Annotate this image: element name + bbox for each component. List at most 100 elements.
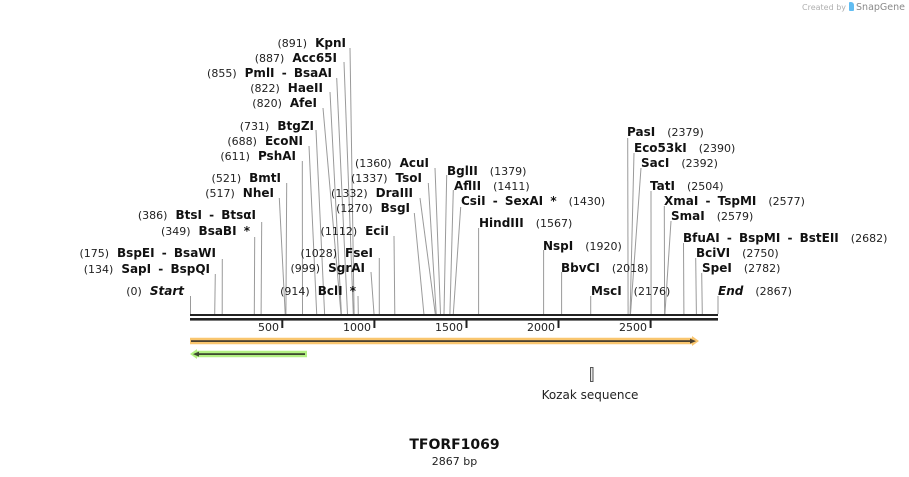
tick-2000 <box>557 320 560 328</box>
enzyme-name: AcuI <box>399 156 429 170</box>
site-position: (855) <box>207 67 237 80</box>
site-line-sapi <box>214 273 216 315</box>
tick-label-500: 500 <box>258 321 279 334</box>
enzyme-name: BglII <box>447 164 478 178</box>
feature-forward-arrow[interactable] <box>190 336 699 346</box>
enzyme-name: AfeI <box>289 96 317 110</box>
site-label-sgrai[interactable]: (999) SgrAI <box>291 260 366 275</box>
site-label-bcli[interactable]: (914) BclI * <box>280 283 356 298</box>
site-label-nhei[interactable]: (517) NheI <box>205 185 274 200</box>
site-label-econi[interactable]: (688) EcoNI <box>227 133 303 148</box>
site-leader-lines <box>190 47 719 315</box>
site-position: (386) <box>137 209 168 222</box>
tick-500 <box>281 320 284 328</box>
site-label-hindiii[interactable]: HindIII (1567) <box>479 215 572 230</box>
site-label-haeii[interactable]: (822) HaeII <box>250 80 323 95</box>
site-position: (521) <box>211 172 242 185</box>
site-label-eco53ki[interactable]: Eco53kI (2390) <box>634 140 735 155</box>
site-line-tsoi <box>427 182 437 315</box>
site-label-saci[interactable]: SacI (2392) <box>641 155 718 170</box>
site-line-smai <box>664 220 672 315</box>
site-label-bglii[interactable]: BglII (1379) <box>447 163 526 178</box>
site-position: (1360) <box>355 157 392 170</box>
site-label-bsgi[interactable]: (1270) BsgI <box>336 200 410 215</box>
site-label-bcivi[interactable]: BciVI (2750) <box>696 245 779 260</box>
site-label-xmai-tspmi[interactable]: XmaI - TspMI (2577) <box>664 193 805 208</box>
site-label-bmti[interactable]: (521) BmtI <box>211 170 281 185</box>
site-line-sgrai <box>370 271 375 315</box>
site-line-kpni <box>349 47 355 315</box>
site-label-btsi-btsai[interactable]: (386) BtsI - BtsαI <box>137 207 256 222</box>
site-line-csii <box>452 206 462 315</box>
site-label-start[interactable]: (0) Start <box>126 283 184 298</box>
backbone-top-strand <box>190 314 718 316</box>
enzyme-name: BsgI <box>380 201 410 215</box>
tick-label-2000: 2000 <box>527 321 555 334</box>
site-position: (2867) <box>755 285 792 298</box>
site-position: (887) <box>254 52 285 65</box>
backbone-bottom-strand <box>190 318 718 321</box>
site-position: (891) <box>277 37 308 50</box>
site-line-draiii <box>419 197 436 315</box>
enzyme-name: Eco53kI <box>634 141 687 155</box>
tick-1000 <box>373 320 376 328</box>
site-label-kpni[interactable]: (891) KpnI <box>277 35 347 50</box>
site-label-bbvci[interactable]: BbvCI (2018) <box>561 260 649 275</box>
site-label-bspei-bsawi[interactable]: (175) BspEI - BsaWI <box>79 245 216 260</box>
site-label-pmli-bsaai[interactable]: (855) PmlI - BsaAI <box>207 65 332 80</box>
tick-label-2500: 2500 <box>619 321 647 334</box>
site-line-btsi <box>260 221 263 315</box>
enzyme-name: HindIII <box>479 216 524 230</box>
created-by-text: Created by <box>802 3 847 12</box>
site-label-csii-sexai[interactable]: CsiI - SexAI * (1430) <box>461 193 605 208</box>
site-label-spei[interactable]: SpeI (2782) <box>702 260 781 275</box>
site-position: (175) <box>79 247 110 260</box>
site-position: (731) <box>239 120 270 133</box>
site-label-bsabi[interactable]: (349) BsaBI * <box>161 223 250 238</box>
site-position: (2018) <box>611 262 649 275</box>
site-label-tati[interactable]: TatI (2504) <box>650 178 724 193</box>
site-label-ecii[interactable]: (1112) EciI <box>321 223 389 238</box>
enzyme-name: DraIII <box>375 186 413 200</box>
site-label-draiii[interactable]: (1332) DraIII <box>331 185 413 200</box>
site-label-sapi-bspqi[interactable]: (134) SapI - BspQI <box>84 261 210 276</box>
end-marker: End <box>718 284 744 298</box>
site-label-pasi[interactable]: PasI (2379) <box>627 124 704 139</box>
site-line-spei <box>701 272 703 315</box>
site-position: (2782) <box>743 262 781 275</box>
site-label-fsei[interactable]: (1028) FseI <box>300 245 373 260</box>
site-line-acc65i <box>343 61 354 315</box>
enzyme-name: BtgZI <box>277 119 314 133</box>
site-line-ecii <box>393 235 396 315</box>
kozak-sequence-label[interactable]: Kozak sequence <box>541 388 639 402</box>
enzyme-name: PshAI <box>257 149 296 163</box>
site-label-nspi[interactable]: NspI (1920) <box>543 238 622 253</box>
site-label-pshai[interactable]: (611) PshAI <box>220 148 296 163</box>
site-label-smai[interactable]: SmaI (2579) <box>671 208 753 223</box>
site-label-acc65i[interactable]: (887) Acc65I <box>254 50 337 65</box>
enzyme-name: MscI <box>591 284 622 298</box>
enzyme-name: BfuAI - BspMI - BstEII <box>683 231 839 245</box>
site-label-aflii[interactable]: AflII (1411) <box>454 178 530 193</box>
site-position: (2682) <box>850 232 888 245</box>
site-label-bfuai-bspmi-bsteii[interactable]: BfuAI - BspMI - BstEII (2682) <box>683 230 888 245</box>
site-label-afei[interactable]: (820) AfeI <box>252 95 317 110</box>
enzyme-name: NheI <box>242 186 274 200</box>
site-line-nhei <box>278 197 286 315</box>
feature-kozak-sequence[interactable] <box>590 367 594 382</box>
enzyme-name: BsaBI * <box>198 224 250 238</box>
site-label-end[interactable]: End (2867) <box>718 283 792 298</box>
enzyme-name: SpeI <box>702 261 732 275</box>
enzyme-name: TatI <box>650 179 675 193</box>
site-label-acui[interactable]: (1360) AcuI <box>355 155 429 170</box>
enzyme-name: KpnI <box>315 36 346 50</box>
site-label-tsoi[interactable]: (1337) TsoI <box>351 170 422 185</box>
enzyme-name: NspI <box>543 239 574 253</box>
tick-label-1000: 1000 <box>343 321 371 334</box>
enzyme-name: TsoI <box>395 171 422 185</box>
site-label-msci[interactable]: MscI (2176) <box>591 283 670 298</box>
dna-backbone <box>190 314 718 321</box>
site-label-btgzi[interactable]: (731) BtgZI <box>239 118 314 133</box>
feature-reverse-arrow[interactable] <box>190 349 307 359</box>
